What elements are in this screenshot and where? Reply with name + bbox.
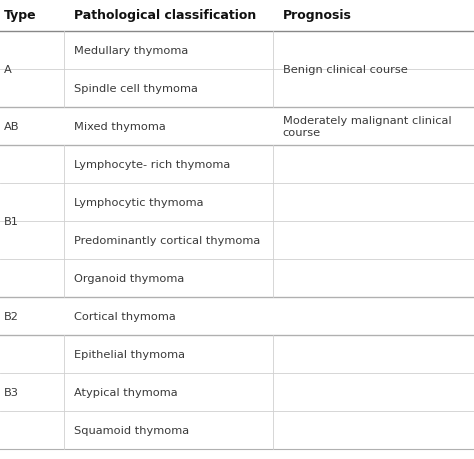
- Text: Pathological classification: Pathological classification: [74, 10, 256, 22]
- Text: Prognosis: Prognosis: [283, 10, 351, 22]
- Text: B3: B3: [4, 387, 19, 397]
- Text: Lymphocyte- rich thymoma: Lymphocyte- rich thymoma: [74, 160, 230, 170]
- Text: Epithelial thymoma: Epithelial thymoma: [74, 349, 185, 359]
- Text: Type: Type: [4, 10, 36, 22]
- Text: Benign clinical course: Benign clinical course: [283, 65, 407, 75]
- Text: AB: AB: [4, 122, 19, 132]
- Text: Spindle cell thymoma: Spindle cell thymoma: [74, 84, 198, 94]
- Text: Predominantly cortical thymoma: Predominantly cortical thymoma: [74, 235, 260, 246]
- Text: Mixed thymoma: Mixed thymoma: [74, 122, 166, 132]
- Text: Organoid thymoma: Organoid thymoma: [74, 274, 184, 283]
- Text: Atypical thymoma: Atypical thymoma: [74, 387, 178, 397]
- Text: Medullary thymoma: Medullary thymoma: [74, 46, 188, 56]
- Text: Cortical thymoma: Cortical thymoma: [74, 311, 176, 321]
- Text: B1: B1: [4, 217, 19, 226]
- Text: Squamoid thymoma: Squamoid thymoma: [74, 425, 189, 435]
- Text: Lymphocytic thymoma: Lymphocytic thymoma: [74, 197, 203, 207]
- Text: B2: B2: [4, 311, 19, 321]
- Text: Moderately malignant clinical
course: Moderately malignant clinical course: [283, 116, 451, 138]
- Text: A: A: [4, 65, 12, 75]
